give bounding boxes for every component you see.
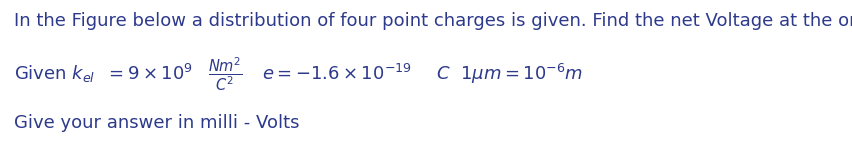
Text: Given $k_{el}$: Given $k_{el}$ — [14, 63, 95, 84]
Text: Give your answer in milli - Volts: Give your answer in milli - Volts — [14, 114, 300, 132]
Text: $e = {-1.6} \times 10^{-19}$: $e = {-1.6} \times 10^{-19}$ — [262, 64, 412, 84]
Text: In the Figure below a distribution of four point charges is given. Find the net : In the Figure below a distribution of fo… — [14, 12, 852, 30]
Text: $C\ \ 1\mu m = 10^{-6}m$: $C\ \ 1\mu m = 10^{-6}m$ — [436, 62, 584, 86]
Text: $= 9 \times 10^{9}$: $= 9 \times 10^{9}$ — [105, 64, 193, 84]
Text: $\dfrac{Nm^{2}}{C^{2}}$: $\dfrac{Nm^{2}}{C^{2}}$ — [208, 55, 243, 93]
